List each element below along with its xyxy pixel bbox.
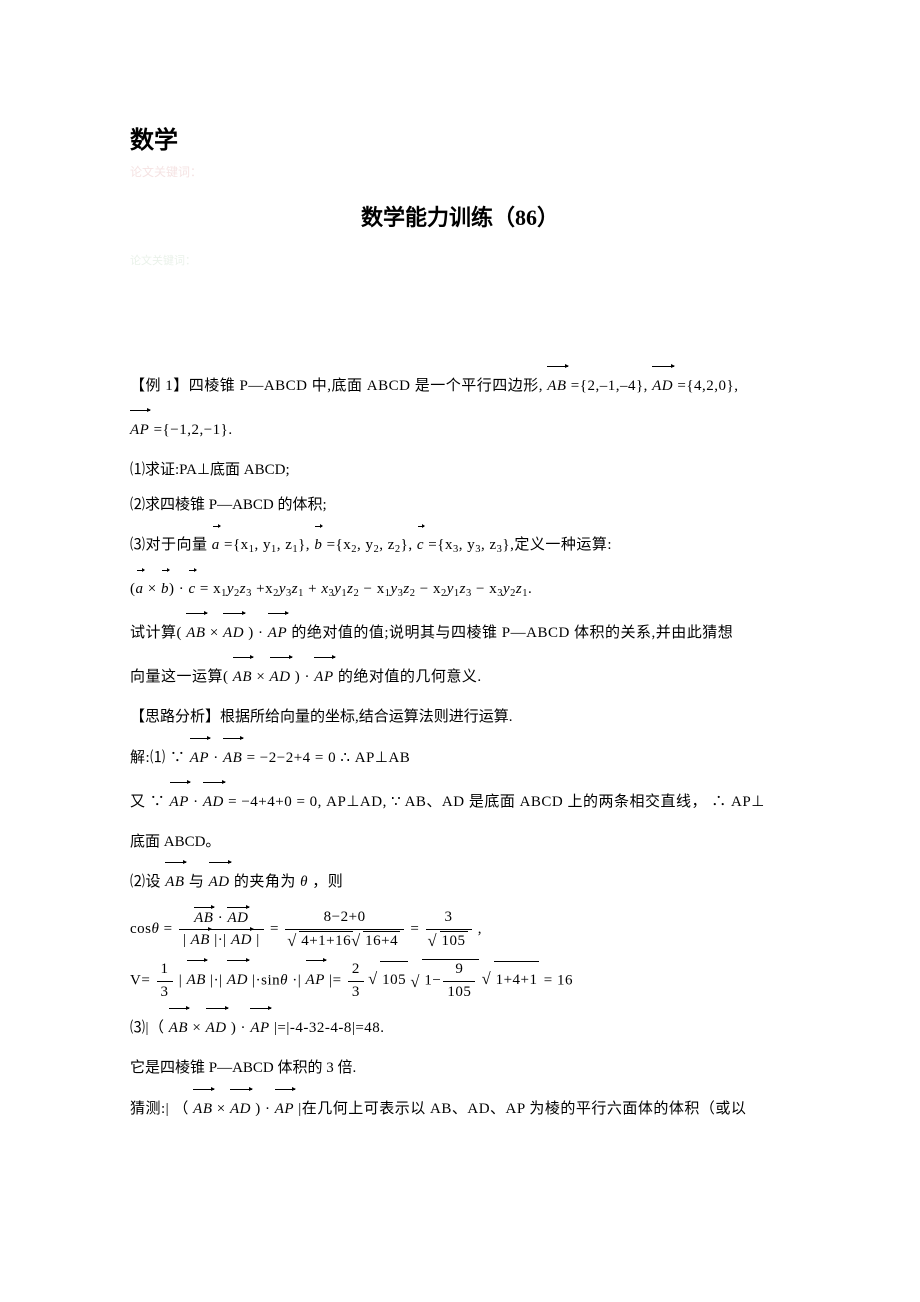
question-1: ⑴求证:PA⊥底面 ABCD; xyxy=(130,456,790,485)
problem-intro: 【例 1】四棱锥 P—ABCD 中,底面 ABCD 是一个平行四边形, AB =… xyxy=(130,368,790,404)
fraction-1: AB · AD | AB |·| AD | xyxy=(179,909,264,951)
ap-value: ={−1,2,−1}. xyxy=(154,422,233,438)
cos-theta-formula: cosθ = AB · AD | AB |·| AD | = 8−2+0 4+1… xyxy=(130,908,790,951)
because-icon xyxy=(170,750,186,766)
vector-AB: AB xyxy=(547,368,566,404)
vector-c: c xyxy=(417,527,424,563)
solution-1b: 又 AP · AD = −4+4+0 = 0, AP⊥AD, AB、AD 是底面… xyxy=(130,784,790,820)
solution-1c: 底面 ABCD。 xyxy=(130,828,790,857)
fraction-2: 8−2+0 4+1+1616+4 xyxy=(285,908,404,951)
therefore-icon xyxy=(340,750,350,766)
volume-formula: V= 13 | AB |·| AD |·sinθ ·| AP |= 23 105… xyxy=(130,959,790,1002)
ab-value: ={2,–1,–4}, xyxy=(571,378,648,394)
watermark-text-2: 论文关键词： xyxy=(130,252,790,268)
question-2: ⑵求四棱锥 P—ABCD 的体积; xyxy=(130,491,790,520)
formula-definition: (a × b) · c = x1y2z3 +x2y3z1 + x3y1z2 − … xyxy=(130,571,790,607)
vector-AD: AD xyxy=(652,368,673,404)
vector-a: a xyxy=(212,527,220,563)
fraction-3: 3 105 xyxy=(426,908,472,951)
calc-request-2: 向量这一运算( AB × AD ) · AP 的绝对值的几何意义. xyxy=(130,659,790,695)
because-icon xyxy=(150,794,166,810)
document-title: 数学能力训练（86） xyxy=(130,200,790,232)
watermark-text-1: 论文关键词： xyxy=(130,163,790,180)
ad-value: ={4,2,0}, xyxy=(677,378,738,394)
fraction-2-3: 23 xyxy=(348,960,364,1002)
calc-request-1: 试计算( AB × AD ) · AP 的绝对值的值;说明其与四棱锥 P—ABC… xyxy=(130,615,790,651)
question-3: ⑶对于向量 a ={x1, y1, z1}, b ={x2, y2, z2}, … xyxy=(130,527,790,563)
conjecture: 猜测:| （ AB × AD ) · AP |在几何上可表示以 AB、AD、AP… xyxy=(130,1091,790,1127)
fraction-1-3: 13 xyxy=(157,960,173,1002)
therefore-icon xyxy=(711,794,727,810)
subject-heading: 数学 xyxy=(130,120,790,155)
solution-3a: ⑶|（ AB × AD ) · AP |=|-4-32-4-8|=48. xyxy=(130,1010,790,1046)
analysis-heading: 【思路分析】根据所给向量的坐标,结合运算法则进行运算. xyxy=(130,703,790,732)
vector-AP: AP xyxy=(130,412,149,448)
solution-2-setup: ⑵设 AB 与 AD 的夹角为 θ ，则 xyxy=(130,864,790,900)
intro-text: 【例 1】四棱锥 P—ABCD 中,底面 ABCD 是一个平行四边形, xyxy=(130,378,543,394)
vector-b: b xyxy=(314,527,322,563)
solution-1a: 解:⑴ AP · AB = −2−2+4 = 0 AP⊥AB xyxy=(130,740,790,776)
solution-3b: 它是四棱锥 P—ABCD 体积的 3 倍. xyxy=(130,1054,790,1083)
because-icon xyxy=(391,794,401,810)
ap-line: AP ={−1,2,−1}. xyxy=(130,412,790,448)
